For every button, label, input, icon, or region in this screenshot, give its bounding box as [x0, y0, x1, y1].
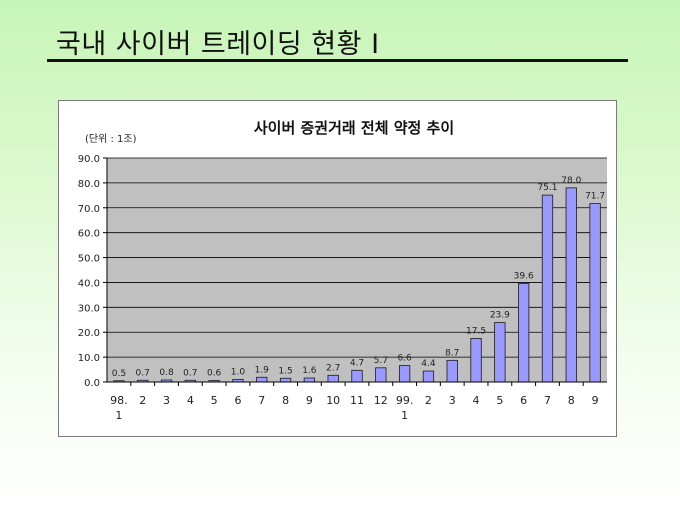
- bar: [256, 376, 268, 383]
- x-tick-label: 6: [520, 394, 527, 407]
- bar: [589, 203, 601, 383]
- bar: [327, 374, 339, 383]
- data-label: 23.9: [490, 311, 510, 321]
- y-tick-label: 90.0: [78, 154, 100, 165]
- y-tick-label: 70.0: [78, 204, 100, 215]
- data-labels: 0.5 0.7 0.8 0.7 0.6 1.0 1.9 1.5 1.6 2.7 4.7 5.7 6.6 4…: [112, 176, 605, 379]
- data-label: 4.7: [350, 358, 364, 368]
- bars: [113, 187, 601, 383]
- x-tick-label: 8: [282, 394, 289, 407]
- x-tick-label: 11: [350, 394, 364, 407]
- bar: [494, 322, 506, 383]
- x-tick-label: 6: [234, 394, 241, 407]
- bar: [279, 377, 292, 383]
- y-tick-label: 10.0: [78, 353, 100, 364]
- bar: [375, 367, 387, 383]
- data-label: 1.5: [278, 366, 292, 376]
- y-tick-label: 20.0: [78, 328, 100, 339]
- data-label: 78.0: [561, 176, 581, 186]
- data-label: 4.4: [421, 359, 436, 369]
- data-label: 1.6: [302, 366, 317, 376]
- x-tick-label: 7: [544, 394, 551, 407]
- data-label: 6.6: [397, 354, 412, 364]
- x-tick-label: 5: [211, 394, 218, 407]
- data-label: 75.1: [537, 183, 557, 193]
- plot-area: [107, 158, 607, 382]
- x-tick-label: 8: [568, 394, 575, 407]
- y-tick-label: 30.0: [78, 303, 100, 314]
- y-tick-label: 80.0: [78, 179, 100, 190]
- data-label: 0.7: [136, 368, 150, 378]
- data-label: 0.6: [207, 369, 222, 379]
- x-axis: 98.12 3 4 5 6 7 8 9 10 11 12 99.12 3 4 5 6 7 8 9: [107, 381, 607, 422]
- x-tick-label: 99.: [396, 394, 414, 407]
- data-label: 1.0: [231, 368, 246, 378]
- x-tick-label: 3: [449, 394, 456, 407]
- slide-title: 국내 사이버 트레이딩 현황 I: [56, 29, 380, 60]
- chart-container: (단위 : 1조) 사이버 증권거래 전체 약정 추이 0.5 0.7 0.8 0.7…: [58, 100, 617, 437]
- x-tick-label: 4: [473, 394, 480, 407]
- x-tick-label: 7: [258, 394, 265, 407]
- unit-note: (단위 : 1조): [85, 132, 137, 145]
- bar: [541, 194, 554, 383]
- y-axis: 0.0 10.0 20.0 30.0 40.0 50.0 60.0 70.0 80.0 90.0: [78, 154, 108, 389]
- data-label: 17.5: [466, 326, 486, 336]
- data-label: 0.7: [183, 368, 197, 378]
- y-tick-label: 40.0: [78, 278, 100, 289]
- bar: [398, 365, 411, 383]
- x-tick-label: 2: [139, 394, 146, 407]
- x-tick-label: 10: [326, 394, 340, 407]
- x-tick-label: 3: [163, 394, 170, 407]
- data-label: 2.7: [326, 363, 340, 373]
- y-tick-label: 60.0: [78, 229, 100, 240]
- bar: [422, 370, 435, 383]
- y-tick-label: 0.0: [84, 378, 100, 389]
- x-tick-label: 9: [592, 394, 599, 407]
- chart-title: 사이버 증권거래 전체 약정 추이: [254, 119, 454, 137]
- y-tick-label: 50.0: [78, 254, 100, 265]
- bar: [470, 338, 482, 383]
- bar: [565, 187, 577, 383]
- gridlines: [107, 157, 607, 383]
- data-label: 0.5: [112, 369, 126, 379]
- title-underline: [47, 59, 628, 62]
- x-tick-label: 4: [187, 394, 194, 407]
- data-label: 71.7: [585, 192, 605, 202]
- data-label: 39.6: [514, 271, 534, 281]
- bar-chart: (단위 : 1조) 사이버 증권거래 전체 약정 추이 0.5 0.7 0.8 0.7…: [78, 119, 607, 422]
- bar: [446, 359, 458, 383]
- x-tick-label: 9: [306, 394, 313, 407]
- bar: [303, 377, 316, 383]
- data-label: 0.8: [159, 368, 174, 378]
- x-tick-label: 98.: [110, 394, 128, 407]
- bar: [351, 369, 363, 383]
- x-tick-label: 12: [374, 394, 388, 407]
- bar: [518, 283, 530, 383]
- data-label: 5.7: [374, 356, 388, 366]
- data-label: 8.7: [445, 348, 459, 358]
- x-tick-label-line2: 1: [401, 409, 408, 422]
- data-label: 1.9: [255, 365, 270, 375]
- x-tick-label: 2: [425, 394, 432, 407]
- x-tick-label-line2: 1: [115, 409, 122, 422]
- x-tick-label: 5: [496, 394, 503, 407]
